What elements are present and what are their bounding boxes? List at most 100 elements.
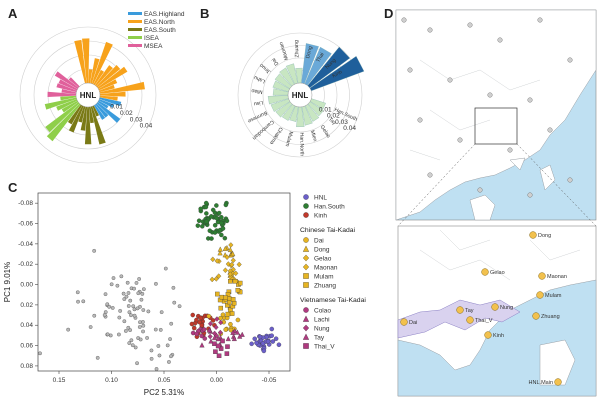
legend-marker <box>302 315 310 322</box>
reference-point <box>159 310 164 314</box>
radial-bar <box>54 71 79 89</box>
map-marker <box>467 22 473 28</box>
data-point <box>249 341 254 347</box>
population-label: HNL.Main <box>529 380 553 386</box>
data-point <box>207 320 213 327</box>
radial-bar <box>68 77 80 88</box>
data-point <box>236 261 242 268</box>
data-point <box>228 242 234 248</box>
reference-point <box>115 283 120 288</box>
group-label: Lahu <box>253 74 266 84</box>
data-point <box>210 318 216 323</box>
radial-bar <box>68 105 84 133</box>
x-tick-label: 0.15 <box>53 377 66 384</box>
reference-point <box>139 297 144 302</box>
reference-point <box>154 367 159 371</box>
data-point <box>209 214 214 219</box>
data-point <box>194 317 199 323</box>
reference-point <box>156 344 161 348</box>
reference-point <box>169 321 174 326</box>
legend-swatch <box>128 44 142 47</box>
y-tick-label: 0.00 <box>20 282 33 289</box>
legend-label: Lachi <box>314 317 330 324</box>
reference-point <box>119 274 124 279</box>
data-point <box>209 236 214 241</box>
reference-point <box>126 291 131 295</box>
radial-bar <box>84 106 92 145</box>
population-label: Mulam <box>545 293 562 299</box>
data-point <box>217 250 223 256</box>
panel-letter-d: D <box>384 6 394 21</box>
reference-point <box>108 333 113 338</box>
reference-point <box>149 356 154 361</box>
data-point <box>239 331 245 337</box>
panel-b-center <box>287 82 313 108</box>
map-marker <box>487 92 493 98</box>
data-point <box>233 270 239 277</box>
data-point <box>219 232 224 238</box>
reference-point <box>167 360 171 364</box>
ring-label: 0.01 <box>110 104 123 111</box>
ring <box>262 57 338 133</box>
data-point <box>212 223 218 228</box>
data-point <box>213 349 218 354</box>
ring <box>237 32 363 158</box>
reference-point <box>141 308 146 312</box>
map-marker <box>477 187 483 193</box>
panel-b-center-label: HNL <box>292 91 309 100</box>
reference-point <box>121 291 126 296</box>
panel-a-center <box>75 82 101 108</box>
data-point <box>190 312 196 318</box>
population-label: Dong <box>538 233 551 239</box>
reference-point <box>88 325 93 329</box>
radial-bar <box>44 97 77 110</box>
data-point <box>231 300 237 306</box>
legend-label: ISEA <box>144 35 159 42</box>
data-point <box>197 319 202 325</box>
radial-bar <box>88 106 94 124</box>
radial-bar <box>90 58 100 84</box>
reference-point <box>129 338 134 343</box>
data-point <box>195 223 201 228</box>
data-point <box>201 327 207 332</box>
ring-label: 0.03 <box>335 119 348 126</box>
reference-point <box>81 299 86 304</box>
data-point <box>198 315 203 321</box>
reference-point <box>135 306 140 311</box>
reference-point <box>154 281 158 286</box>
data-point <box>216 353 222 359</box>
reference-point <box>153 327 158 332</box>
data-point <box>209 276 215 283</box>
group-label: Lisu <box>253 99 263 107</box>
legend-marker <box>303 237 309 243</box>
group-label: Kinh <box>331 69 343 79</box>
x-tick-label: 0.10 <box>105 377 118 384</box>
reference-point <box>75 290 80 295</box>
reference-point <box>109 282 114 287</box>
radial-bar <box>99 81 145 94</box>
reference-point <box>129 313 133 318</box>
legend-swatch <box>128 20 142 23</box>
legend-marker <box>303 203 309 209</box>
data-point <box>227 246 233 253</box>
legend-marker <box>303 307 309 313</box>
reference-point <box>110 306 115 310</box>
data-point <box>204 219 209 224</box>
data-point <box>199 342 205 348</box>
data-point <box>220 312 226 318</box>
data-point <box>214 316 220 322</box>
data-point <box>218 319 224 326</box>
data-point <box>216 273 222 279</box>
data-point <box>203 204 209 210</box>
population-label: Gelao <box>490 270 505 276</box>
legend-label: HNL <box>314 195 327 202</box>
group-label: Chakma <box>268 126 283 146</box>
radial-bar <box>97 100 109 109</box>
radial-bar <box>58 79 78 91</box>
legend-label: Zhuang <box>314 283 336 290</box>
y-tick-label: -0.06 <box>18 221 33 228</box>
reference-point <box>128 298 133 303</box>
data-point <box>220 338 225 344</box>
legend-marker <box>302 245 310 252</box>
reference-point <box>126 304 131 308</box>
